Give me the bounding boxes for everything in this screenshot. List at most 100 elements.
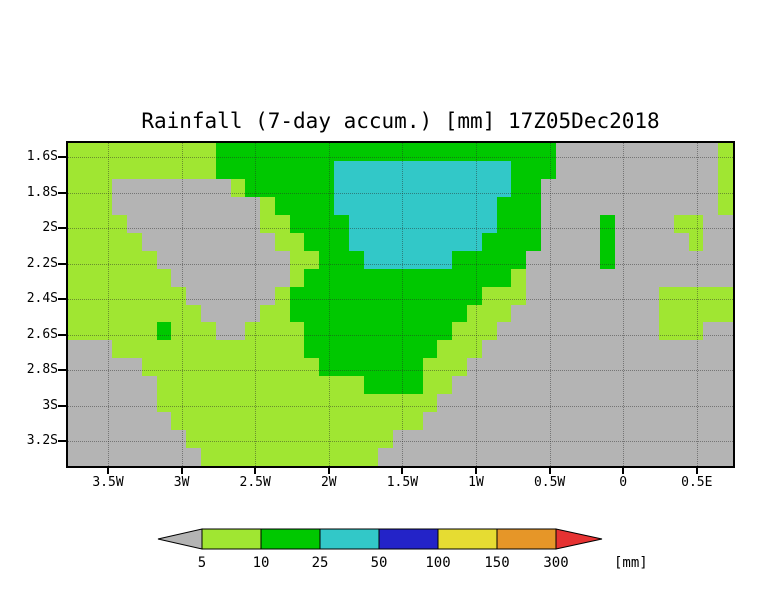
grid-cell <box>230 160 246 179</box>
grid-cell <box>422 143 438 161</box>
grid-cell <box>97 322 113 341</box>
grid-cell <box>718 376 733 395</box>
grid-cell <box>703 160 719 179</box>
grid-cell <box>703 214 719 233</box>
grid-cell <box>304 304 320 323</box>
grid-cell <box>555 250 571 269</box>
grid-cell <box>614 160 630 179</box>
grid-cell <box>644 394 660 413</box>
grid-cell <box>407 376 423 395</box>
grid-cell <box>659 340 674 359</box>
grid-cell <box>555 178 571 197</box>
grid-cell <box>496 160 512 179</box>
grid-cell <box>481 214 497 233</box>
grid-cell <box>260 340 275 359</box>
grid-cell <box>452 322 467 341</box>
grid-cell <box>68 232 83 251</box>
grid-cell <box>599 358 615 377</box>
grid-cell <box>112 340 128 359</box>
grid-cell <box>422 160 438 179</box>
grid-cell <box>363 430 379 449</box>
grid-cell <box>599 196 615 215</box>
grid-cell <box>68 412 83 431</box>
grid-cell <box>127 178 142 197</box>
grid-cell <box>378 340 394 359</box>
grid-cell <box>378 322 394 341</box>
grid-cell <box>319 143 334 161</box>
grid-cell <box>230 304 246 323</box>
grid-cell <box>378 412 394 431</box>
grid-cell <box>422 358 438 377</box>
grid-cell <box>393 448 408 466</box>
grid-cell <box>703 196 719 215</box>
grid-cell <box>659 143 674 161</box>
grid-cell <box>274 394 290 413</box>
grid-cell <box>171 232 187 251</box>
grid-cell <box>688 394 704 413</box>
grid-cell <box>673 304 689 323</box>
grid-cell <box>511 214 527 233</box>
grid-cell <box>319 268 334 287</box>
grid-cell <box>97 376 113 395</box>
grid-cell <box>629 340 645 359</box>
grid-cell <box>614 304 630 323</box>
grid-cell <box>68 340 83 359</box>
grid-cell <box>97 412 113 431</box>
grid-cell <box>245 250 261 269</box>
grid-cell <box>304 286 320 305</box>
grid-cell <box>393 143 408 161</box>
grid-cell <box>481 286 497 305</box>
x-axis-label: 1W <box>468 475 484 490</box>
grid-cell <box>466 376 482 395</box>
grid-cell <box>481 376 497 395</box>
grid-cell <box>200 358 216 377</box>
grid-cell <box>245 430 261 449</box>
grid-cell <box>466 250 482 269</box>
grid-cell <box>703 143 719 161</box>
grid-cell <box>407 394 423 413</box>
grid-cell <box>127 160 142 179</box>
grid-cell <box>526 322 541 341</box>
grid-cell <box>437 376 453 395</box>
grid-cell <box>230 178 246 197</box>
grid-cell <box>718 250 733 269</box>
grid-cell <box>363 178 379 197</box>
grid-cell <box>363 376 379 395</box>
grid-cell <box>319 376 334 395</box>
grid-cell <box>274 322 290 341</box>
grid-cell <box>82 232 98 251</box>
grid-cell <box>156 304 172 323</box>
grid-cell <box>319 448 334 466</box>
grid-cell <box>629 250 645 269</box>
grid-cell <box>570 430 586 449</box>
grid-cell <box>673 214 689 233</box>
grid-cell <box>186 340 201 359</box>
x-axis-tick <box>548 466 551 474</box>
grid-cell <box>511 286 527 305</box>
grid-cell <box>97 394 113 413</box>
grid-cell <box>452 376 467 395</box>
grid-cell <box>304 214 320 233</box>
grid-cell <box>156 286 172 305</box>
grid-cell <box>599 250 615 269</box>
grid-cell <box>186 394 201 413</box>
grid-cell <box>673 196 689 215</box>
grid-cell <box>141 304 157 323</box>
grid-cell <box>215 340 231 359</box>
grid-cell <box>659 304 674 323</box>
grid-cell <box>673 340 689 359</box>
grid-cell <box>171 250 187 269</box>
x-axis-label: 2.5W <box>239 475 271 490</box>
grid-cell <box>378 143 394 161</box>
grid-cell <box>481 160 497 179</box>
grid-cell <box>230 196 246 215</box>
grid-cell <box>230 412 246 431</box>
grid-cell <box>215 358 231 377</box>
grid-cell <box>97 250 113 269</box>
grid-cell <box>555 286 571 305</box>
grid-cell <box>437 250 453 269</box>
grid-cell <box>614 143 630 161</box>
grid-cell <box>333 286 349 305</box>
grid-cell <box>659 430 674 449</box>
grid-cell <box>540 232 556 251</box>
